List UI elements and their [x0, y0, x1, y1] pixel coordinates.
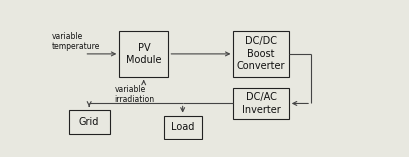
Text: variable
irradiation: variable irradiation	[115, 85, 155, 104]
Text: DC/DC
Boost
Converter: DC/DC Boost Converter	[237, 36, 285, 71]
FancyBboxPatch shape	[234, 88, 289, 119]
FancyBboxPatch shape	[164, 116, 202, 138]
Text: Load: Load	[171, 122, 194, 132]
FancyBboxPatch shape	[69, 110, 110, 134]
Text: DC/AC
Inverter: DC/AC Inverter	[242, 92, 281, 115]
FancyBboxPatch shape	[234, 31, 289, 77]
Text: Grid: Grid	[79, 117, 99, 127]
FancyBboxPatch shape	[119, 31, 169, 77]
Text: PV
Module: PV Module	[126, 43, 162, 65]
Text: variable
temperature: variable temperature	[52, 32, 100, 51]
